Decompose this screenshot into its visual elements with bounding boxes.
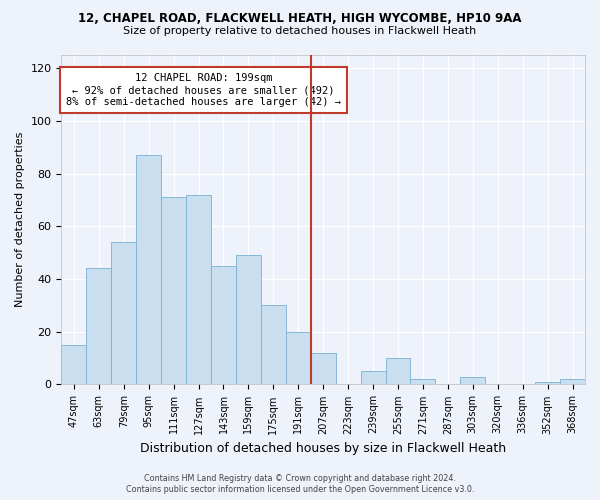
Bar <box>535 382 560 384</box>
Text: 12, CHAPEL ROAD, FLACKWELL HEATH, HIGH WYCOMBE, HP10 9AA: 12, CHAPEL ROAD, FLACKWELL HEATH, HIGH W… <box>78 12 522 26</box>
Bar <box>560 379 585 384</box>
X-axis label: Distribution of detached houses by size in Flackwell Heath: Distribution of detached houses by size … <box>140 442 506 455</box>
Bar <box>286 332 311 384</box>
Text: Size of property relative to detached houses in Flackwell Heath: Size of property relative to detached ho… <box>124 26 476 36</box>
Bar <box>211 266 236 384</box>
Bar <box>61 345 86 385</box>
Bar <box>460 376 485 384</box>
Text: Contains HM Land Registry data © Crown copyright and database right 2024.
Contai: Contains HM Land Registry data © Crown c… <box>126 474 474 494</box>
Bar <box>261 306 286 384</box>
Text: 12 CHAPEL ROAD: 199sqm
← 92% of detached houses are smaller (492)
8% of semi-det: 12 CHAPEL ROAD: 199sqm ← 92% of detached… <box>66 74 341 106</box>
Y-axis label: Number of detached properties: Number of detached properties <box>15 132 25 308</box>
Bar <box>386 358 410 384</box>
Bar <box>311 353 335 384</box>
Bar <box>410 379 436 384</box>
Bar <box>136 155 161 384</box>
Bar <box>86 268 111 384</box>
Bar <box>236 256 261 384</box>
Bar <box>186 194 211 384</box>
Bar <box>161 198 186 384</box>
Bar <box>361 372 386 384</box>
Bar <box>111 242 136 384</box>
